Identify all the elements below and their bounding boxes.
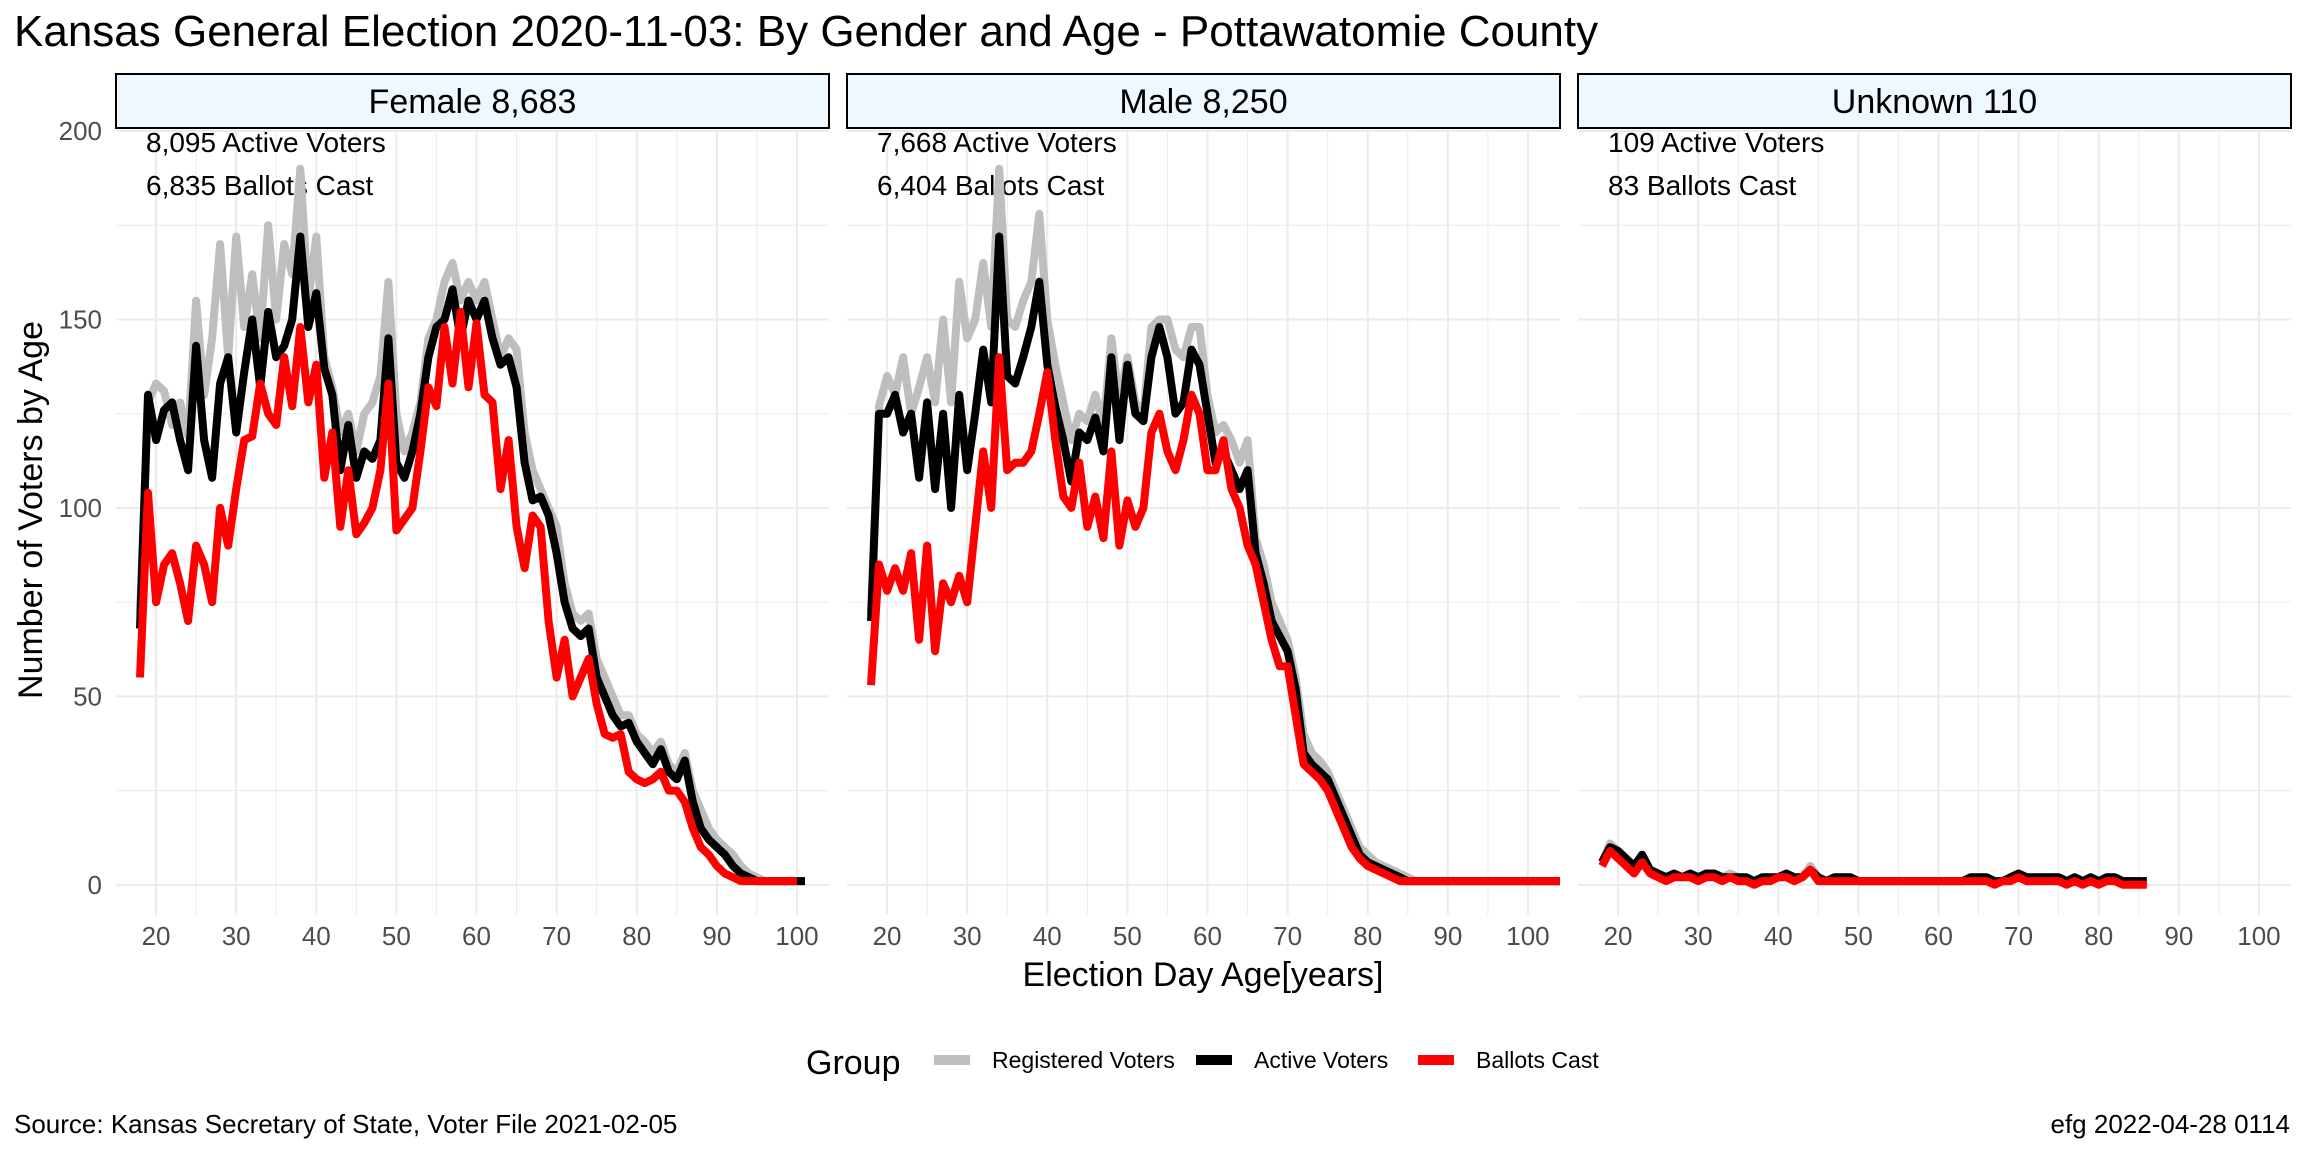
legend: Group Registered Voters Active Voters Ball… (806, 1044, 1599, 1082)
legend-label: Ballots Cast (1476, 1047, 1599, 1073)
x-tick-label: 70 (1273, 921, 1302, 951)
x-tick-label: 40 (1033, 921, 1062, 951)
legend-label: Active Voters (1254, 1047, 1388, 1073)
panel-annotation: 8,095 Active Voters (146, 127, 386, 158)
facet-strip-label: Unknown 110 (1832, 83, 2037, 121)
x-tick-label: 70 (542, 921, 571, 951)
x-tick-label: 30 (222, 921, 251, 951)
x-tick-label: 80 (1353, 921, 1382, 951)
panel-annotation: 6,404 Ballots Cast (877, 170, 1104, 201)
y-tick-label: 0 (88, 870, 102, 900)
x-tick-label: 60 (1193, 921, 1222, 951)
facet-strip (1577, 73, 2292, 129)
x-tick-label: 90 (2164, 921, 2193, 951)
x-tick-label: 100 (775, 921, 818, 951)
facet-strip-label: Female 8,683 (369, 83, 577, 121)
y-tick-label: 200 (59, 116, 102, 146)
source-caption: Source: Kansas Secretary of State, Voter… (14, 1109, 677, 1139)
legend-title: Group (806, 1044, 901, 1082)
y-tick-label: 150 (59, 304, 102, 334)
panel-annotation: 7,668 Active Voters (877, 127, 1117, 158)
x-tick-label: 100 (1506, 921, 1549, 951)
series-line (1598, 846, 2147, 889)
y-tick-label: 100 (59, 493, 102, 523)
panel-annotation: 83 Ballots Cast (1608, 170, 1797, 201)
x-tick-label: 80 (2084, 921, 2113, 951)
series-line (136, 307, 797, 886)
facet-strip-label: Male 8,250 (1119, 83, 1287, 121)
x-axis-title: Election Day Age[years] (1023, 956, 1384, 994)
x-tick-label: 20 (142, 921, 171, 951)
x-tick-label: 40 (302, 921, 331, 951)
chart-title: Kansas General Election 2020-11-03: By G… (14, 7, 1598, 56)
x-tick-label: 80 (622, 921, 651, 951)
series-line (136, 232, 805, 886)
facet-strip (846, 73, 1561, 129)
x-tick-label: 90 (702, 921, 731, 951)
x-tick-label: 50 (1844, 921, 1873, 951)
x-tick-label: 60 (462, 921, 491, 951)
date-caption: efg 2022-04-28 0114 (2051, 1109, 2291, 1139)
facet-panels: 0 50 100 150 200 Female 8,683 8,095 Active Vot… (59, 73, 2292, 951)
legend-label: Registered Voters (992, 1047, 1175, 1073)
x-tick-label: 40 (1764, 921, 1793, 951)
facet-strip (115, 73, 830, 129)
y-tick-label: 50 (73, 681, 102, 711)
panel-annotation: 6,835 Ballots Cast (146, 170, 373, 201)
x-tick-label: 100 (2237, 921, 2280, 951)
facet-panel: Unknown 110 109 Active Voters 83 Ballots C… (1577, 73, 2292, 951)
y-axis-title: Number of Voters by Age (12, 321, 50, 699)
x-tick-label: 50 (1113, 921, 1142, 951)
x-tick-label: 20 (1604, 921, 1633, 951)
facet-panel: Female 8,683 8,095 Active Voters 6,835 Bal… (115, 73, 830, 951)
x-tick-label: 50 (382, 921, 411, 951)
x-tick-label: 70 (2004, 921, 2033, 951)
series-line (136, 164, 805, 886)
x-tick-label: 90 (1433, 921, 1462, 951)
x-tick-label: 60 (1924, 921, 1953, 951)
panel-annotation: 109 Active Voters (1608, 127, 1824, 158)
x-tick-label: 20 (873, 921, 902, 951)
x-tick-label: 30 (1684, 921, 1713, 951)
series-line (867, 353, 1560, 886)
x-tick-label: 30 (953, 921, 982, 951)
